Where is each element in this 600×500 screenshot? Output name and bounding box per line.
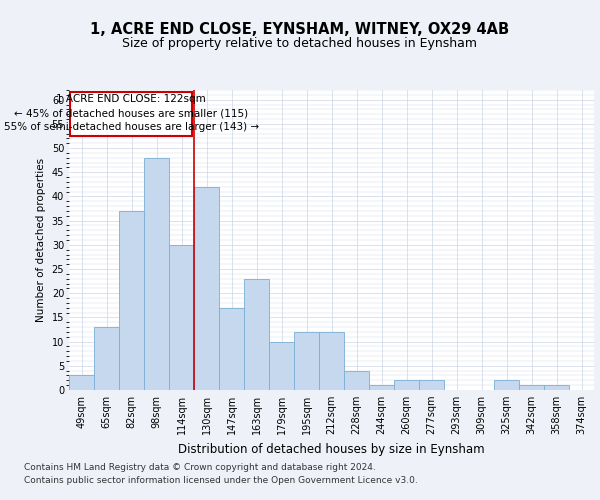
Bar: [319, 332, 344, 390]
Bar: [519, 385, 544, 390]
Bar: [294, 332, 319, 390]
Text: 1 ACRE END CLOSE: 122sqm
← 45% of detached houses are smaller (115)
55% of semi-: 1 ACRE END CLOSE: 122sqm ← 45% of detach…: [4, 94, 259, 132]
Bar: [244, 278, 269, 390]
Bar: [419, 380, 444, 390]
Bar: [394, 380, 419, 390]
Y-axis label: Number of detached properties: Number of detached properties: [36, 158, 46, 322]
Bar: [119, 211, 144, 390]
Text: 1, ACRE END CLOSE, EYNSHAM, WITNEY, OX29 4AB: 1, ACRE END CLOSE, EYNSHAM, WITNEY, OX29…: [91, 22, 509, 38]
X-axis label: Distribution of detached houses by size in Eynsham: Distribution of detached houses by size …: [178, 442, 485, 456]
Bar: [544, 385, 569, 390]
Bar: [70, 92, 192, 136]
Text: Size of property relative to detached houses in Eynsham: Size of property relative to detached ho…: [122, 38, 478, 51]
Bar: [269, 342, 294, 390]
Bar: [144, 158, 169, 390]
Bar: [94, 327, 119, 390]
Bar: [169, 245, 194, 390]
Bar: [219, 308, 244, 390]
Bar: [194, 187, 219, 390]
Text: Contains HM Land Registry data © Crown copyright and database right 2024.: Contains HM Land Registry data © Crown c…: [24, 462, 376, 471]
Bar: [494, 380, 519, 390]
Bar: [369, 385, 394, 390]
Bar: [344, 370, 369, 390]
Text: Contains public sector information licensed under the Open Government Licence v3: Contains public sector information licen…: [24, 476, 418, 485]
Bar: [69, 376, 94, 390]
